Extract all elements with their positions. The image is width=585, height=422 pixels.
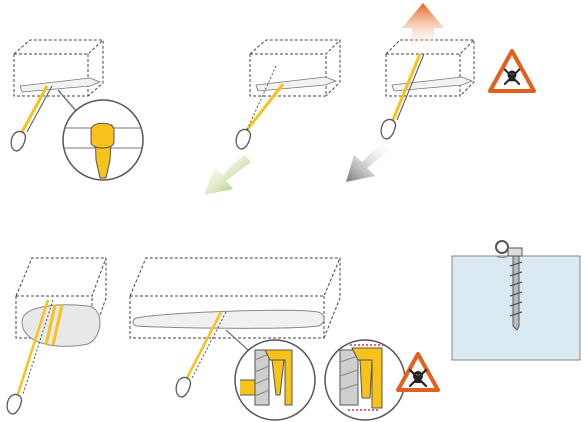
arrow-down-left-grey [346, 143, 390, 182]
sling-strap [20, 85, 49, 133]
ice-screw-icon [495, 240, 523, 331]
panel-pull-up [346, 3, 536, 182]
panel-ice-screw [451, 240, 581, 361]
sharp-edge-danger-detail [324, 339, 406, 421]
zoom-detail-knot [62, 99, 144, 181]
carabiner-icon [10, 130, 27, 152]
arrow-up-icon [402, 3, 444, 50]
block-outline [13, 39, 104, 97]
panel-block-wrap [6, 257, 107, 415]
panel-girth-hitch [10, 39, 144, 181]
warning-triangle-icon [396, 352, 440, 392]
long-bar [132, 309, 325, 329]
edge-protection-ok-detail [234, 339, 316, 421]
bar-shaft [19, 77, 102, 93]
panel-long-bar [129, 257, 440, 421]
warning-triangle-icon [488, 49, 536, 93]
panel-pull-down [204, 39, 341, 195]
arrow-down-left-icon [204, 155, 251, 195]
